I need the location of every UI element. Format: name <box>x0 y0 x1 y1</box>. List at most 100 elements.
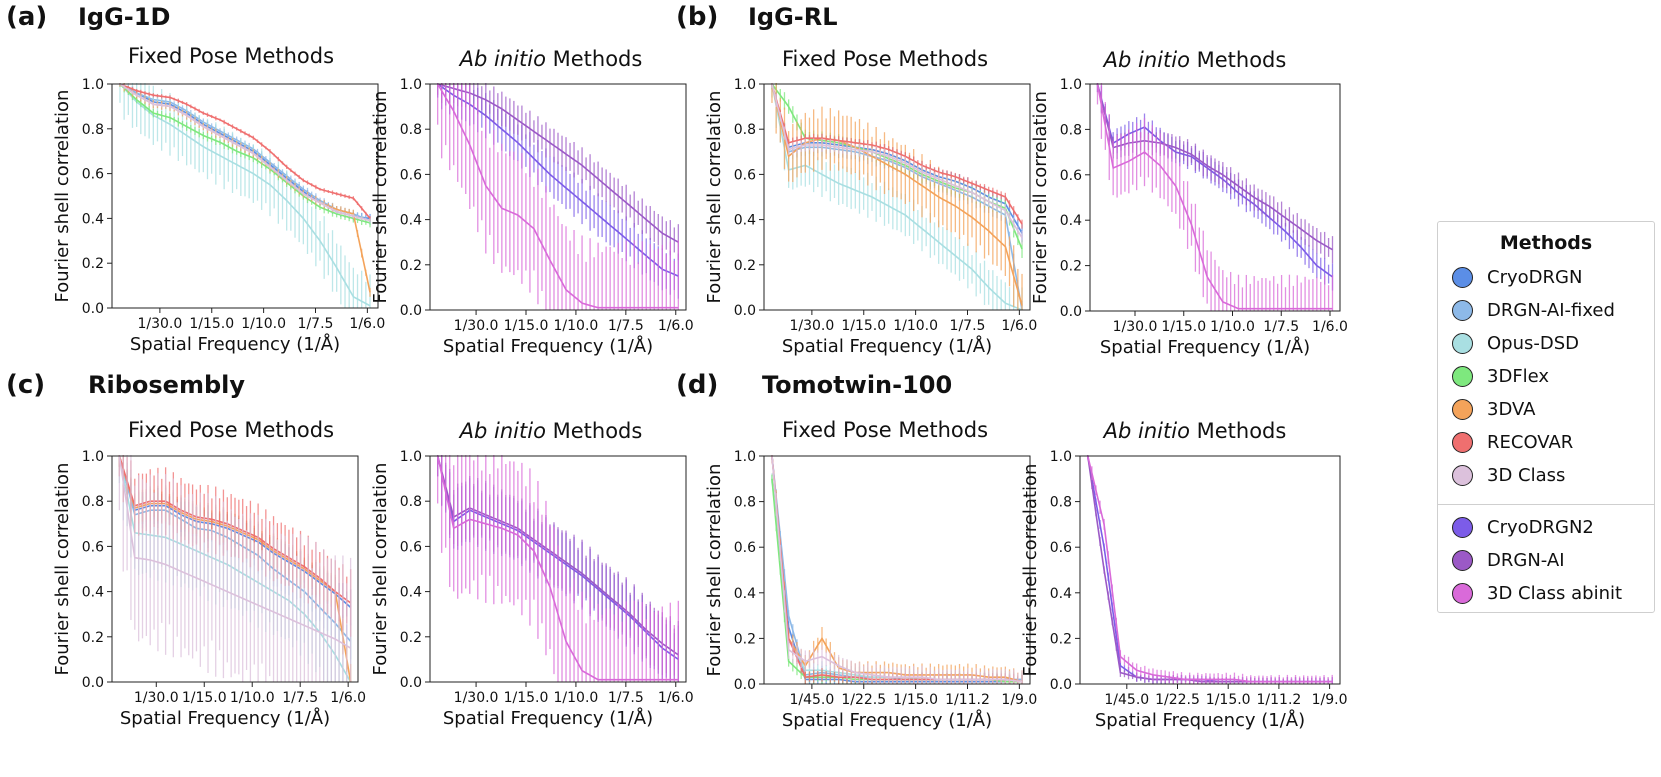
legend-label: 3D Class abinit <box>1487 582 1623 604</box>
legend-item-opus-dsd: Opus-DSD <box>1452 328 1579 358</box>
y-axis-label: Fourier shell correlation <box>52 90 73 303</box>
series-cryodrgn2 <box>1087 455 1333 684</box>
dataset-name-igg-1d: IgG-1D <box>78 3 171 31</box>
title-italic: Ab initio <box>459 419 546 443</box>
legend-dot-icon <box>1452 516 1473 538</box>
y-tick-label: 0.2 <box>734 631 756 647</box>
y-tick-label: 0.6 <box>400 539 422 555</box>
y-axis-label: Fourier shell correlation <box>704 464 725 677</box>
x-tick-label: 1/7.5 <box>950 318 986 334</box>
series-line <box>436 455 679 681</box>
plot-area <box>436 455 679 682</box>
plot-c-fixed: 0.0 0.2 0.4 0.6 0.8 1.0 1/30.0 1/15.0 1/10.0 1/7.… <box>52 449 366 729</box>
x-tick-label: 1/9.0 <box>1001 692 1037 708</box>
legend-label: 3D Class <box>1487 464 1566 486</box>
y-tick-label: 0.2 <box>400 258 422 274</box>
y-axis-label: Fourier shell correlation <box>1030 91 1051 304</box>
legend-dot-icon <box>1452 266 1473 288</box>
y-tick-label: 1.0 <box>1060 77 1082 93</box>
y-tick-label: 0.8 <box>1060 122 1082 138</box>
legend-dot-icon <box>1452 464 1473 486</box>
y-tick-label: 0.4 <box>82 211 104 227</box>
y-tick-label: 0.8 <box>1050 495 1072 511</box>
plot-c-abinit: 0.0 0.2 0.4 0.6 0.8 1.0 1/30.0 1/15.0 1/10.0 1/7.… <box>370 449 694 729</box>
series-line <box>118 455 352 649</box>
x-tick-label: 1/22.5 <box>841 692 886 708</box>
series-line <box>1087 455 1333 683</box>
x-tick-label: 1/7.5 <box>282 690 318 706</box>
x-tick-label: 1/6.0 <box>1001 318 1037 334</box>
y-tick-label: 1.0 <box>734 77 756 93</box>
legend-label: CryoDRGN2 <box>1487 516 1594 538</box>
series-drgn-ai-fixed <box>771 455 1023 684</box>
series-3d-class <box>771 455 1023 684</box>
y-tick-label: 0.6 <box>1050 540 1072 556</box>
series-3d-class <box>771 83 1023 245</box>
plot-a-fixed: 0.0 0.2 0.4 0.6 0.8 1.0 1/30.0 1/15.0 1/10.0 1/7.… <box>52 77 385 355</box>
series-3dva <box>771 455 1023 684</box>
axes-frame <box>1089 83 1341 312</box>
plot-area <box>118 455 352 682</box>
y-axis-label: Fourier shell correlation <box>704 91 725 304</box>
legend-title: Methods <box>1499 232 1593 254</box>
y-axis-label: Fourier shell correlation <box>1020 464 1041 677</box>
plot-area <box>1096 83 1334 311</box>
y-tick-label: 0.2 <box>82 630 104 646</box>
y-axis-label: Fourier shell correlation <box>52 463 73 676</box>
title-rest: Methods <box>1189 48 1287 72</box>
axes-frame <box>111 455 359 683</box>
y-tick-label: 0.2 <box>734 258 756 274</box>
legend-label: 3DVA <box>1487 398 1536 420</box>
legend-dot-icon <box>1452 332 1473 354</box>
legend-item-cryodrgn: CryoDRGN <box>1452 262 1582 292</box>
x-axis-label: Spatial Frequency (1/Å) <box>782 709 992 731</box>
x-tick-label: 1/30.0 <box>789 318 834 334</box>
panel-letter-a: (a) <box>6 2 48 32</box>
series-line <box>119 83 371 224</box>
legend-label: DRGN-AI <box>1487 549 1565 571</box>
x-tick-label: 1/15.0 <box>1161 319 1206 335</box>
axes-frame <box>111 83 379 309</box>
series-3d-class <box>119 83 371 223</box>
legend-item-3dva: 3DVA <box>1452 394 1535 424</box>
y-tick-label: 0.8 <box>734 122 756 138</box>
x-tick-label: 1/15.0 <box>1206 692 1251 708</box>
x-tick-label: 1/7.5 <box>298 316 334 332</box>
y-tick-label: 0.0 <box>734 303 756 319</box>
x-tick-label: 1/30.0 <box>1113 319 1158 335</box>
x-tick-label: 1/9.0 <box>1312 692 1348 708</box>
y-tick-label: 0.8 <box>82 122 104 138</box>
x-tick-label: 1/11.2 <box>945 692 990 708</box>
plot-area <box>437 83 679 310</box>
x-tick-label: 1/45.0 <box>1104 692 1149 708</box>
y-tick-label: 1.0 <box>734 449 756 465</box>
legend-dot-icon <box>1452 299 1473 321</box>
x-tick-label: 1/10.0 <box>893 318 938 334</box>
legend-label: Opus-DSD <box>1487 332 1580 354</box>
y-tick-label: 0.4 <box>734 586 756 602</box>
x-tick-label: 1/15.0 <box>189 316 234 332</box>
series-line <box>771 455 1023 683</box>
x-tick-label: 1/10.0 <box>1210 319 1255 335</box>
x-tick-label: 1/6.0 <box>349 316 385 332</box>
x-tick-label: 1/6.0 <box>658 318 694 334</box>
panel-letter-c: (c) <box>6 370 46 400</box>
series-3d-class <box>118 455 352 682</box>
y-tick-label: 0.8 <box>400 122 422 138</box>
plot-area <box>771 83 1023 310</box>
legend-label: 3DFlex <box>1487 365 1550 387</box>
x-tick-label: 1/15.0 <box>182 690 227 706</box>
legend-dot-icon <box>1452 365 1473 387</box>
legend-item-recovar: RECOVAR <box>1452 427 1573 457</box>
plot-area <box>119 83 371 308</box>
axes-frame <box>1079 455 1341 685</box>
plot-title-b-fixed: Fixed Pose Methods <box>781 47 989 71</box>
axes-frame <box>763 455 1031 685</box>
title-rest: Methods <box>545 47 643 71</box>
legend-separator <box>1438 504 1654 505</box>
series-line <box>119 83 371 307</box>
x-tick-label: 1/15.0 <box>504 690 549 706</box>
legend-dot-icon <box>1452 582 1473 604</box>
x-tick-label: 1/6.0 <box>1312 319 1348 335</box>
plot-area <box>1087 455 1333 684</box>
